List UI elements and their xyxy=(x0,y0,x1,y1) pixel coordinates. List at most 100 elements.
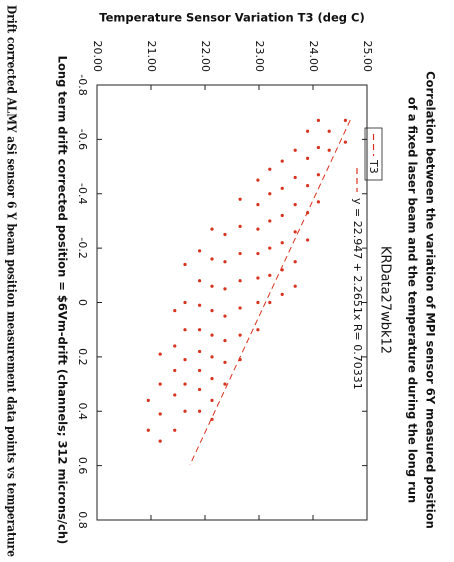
legend-box xyxy=(364,127,383,181)
data-point xyxy=(306,183,310,188)
data-point xyxy=(280,186,284,190)
data-point xyxy=(198,249,202,253)
y-tick-label: 22.00 xyxy=(199,41,212,73)
data-point xyxy=(256,203,260,207)
data-point xyxy=(146,428,150,432)
x-tick-label: 0.8 xyxy=(76,511,89,529)
chart-title: Correlation between the variation of MPI… xyxy=(424,71,438,529)
data-point xyxy=(210,355,214,359)
x-tick-label: 0.4 xyxy=(76,403,89,421)
data-point xyxy=(183,328,187,332)
data-point xyxy=(268,246,272,250)
data-point xyxy=(280,159,284,163)
data-point xyxy=(293,284,297,288)
data-point xyxy=(158,382,162,386)
data-point xyxy=(327,129,331,133)
fit-label: y = 22.947 + 2.2651x R= 0.70331 xyxy=(351,198,364,390)
y-tick-label: 20.00 xyxy=(91,41,104,73)
data-point xyxy=(256,276,260,280)
data-point xyxy=(183,409,187,413)
data-point xyxy=(306,156,310,161)
data-point xyxy=(306,129,310,133)
x-tick-label: -0.6 xyxy=(76,129,89,150)
data-point xyxy=(158,412,162,416)
x-axis-label: Long term drift corrected position = $6V… xyxy=(56,56,70,545)
data-point xyxy=(210,284,214,288)
data-point xyxy=(293,230,297,234)
data-point xyxy=(198,279,202,283)
data-point xyxy=(268,300,272,305)
data-point xyxy=(183,300,187,305)
data-point xyxy=(173,309,177,313)
y-tick-label: 25.00 xyxy=(361,41,374,73)
data-point xyxy=(268,167,272,171)
data-point xyxy=(256,300,260,305)
data-point xyxy=(256,178,260,182)
y-tick-label: 21.00 xyxy=(145,41,158,73)
data-point xyxy=(268,219,272,223)
data-point xyxy=(223,232,227,237)
data-point xyxy=(293,203,297,207)
data-point xyxy=(223,338,227,343)
x-tick-label: 0.6 xyxy=(76,457,89,475)
data-point xyxy=(238,224,242,228)
data-point xyxy=(238,306,242,310)
data-point xyxy=(343,140,347,144)
chart-subtitle: of a fixed laser beam and the temperatur… xyxy=(406,97,420,503)
data-point xyxy=(316,200,320,204)
data-point xyxy=(223,260,227,264)
data-point xyxy=(183,357,187,362)
data-point xyxy=(306,238,310,242)
data-point xyxy=(198,349,202,354)
data-point xyxy=(293,175,297,180)
data-point xyxy=(223,382,227,386)
data-point xyxy=(210,333,214,337)
data-point xyxy=(343,118,347,122)
data-point xyxy=(280,241,284,245)
caption: Drift corrected ALMY aSi sensor 6 Y beam… xyxy=(5,5,19,557)
data-point xyxy=(146,398,150,402)
data-point xyxy=(198,328,202,332)
data-point xyxy=(316,173,320,177)
data-point xyxy=(293,148,297,152)
data-point xyxy=(198,368,202,373)
data-point xyxy=(173,368,177,373)
fit-line xyxy=(189,119,351,466)
y-tick-label: 23.00 xyxy=(253,41,266,73)
data-point xyxy=(316,145,320,150)
data-point xyxy=(210,227,214,231)
legend-label: T3 xyxy=(367,159,380,174)
data-point xyxy=(158,439,162,443)
data-point xyxy=(256,251,260,256)
data-point xyxy=(238,279,242,283)
data-point xyxy=(268,273,272,277)
x-tick-label: -0.8 xyxy=(76,74,89,95)
data-point xyxy=(173,428,177,432)
data-point xyxy=(198,387,202,392)
data-point xyxy=(210,257,214,261)
data-point xyxy=(280,213,284,218)
y-axis-label: Temperature Sensor Variation T3 (deg C) xyxy=(99,11,364,25)
data-point xyxy=(256,227,260,231)
data-point xyxy=(238,333,242,337)
data-point xyxy=(223,314,227,318)
legend-title: KRData27wbk12 xyxy=(378,246,393,354)
data-point xyxy=(198,303,202,307)
data-point xyxy=(316,118,320,122)
x-tick-label: 0 xyxy=(76,299,89,306)
data-point xyxy=(210,309,214,313)
data-point xyxy=(223,360,227,364)
data-point xyxy=(210,398,214,402)
data-point xyxy=(183,262,187,267)
data-point xyxy=(210,377,214,381)
data-point xyxy=(268,192,272,196)
data-point xyxy=(198,409,202,413)
data-point xyxy=(256,328,260,332)
rotated-chart: Correlation between the variation of MPI… xyxy=(5,5,438,557)
data-point xyxy=(173,344,177,348)
data-point xyxy=(183,382,187,386)
x-tick-label: -0.4 xyxy=(76,183,89,204)
